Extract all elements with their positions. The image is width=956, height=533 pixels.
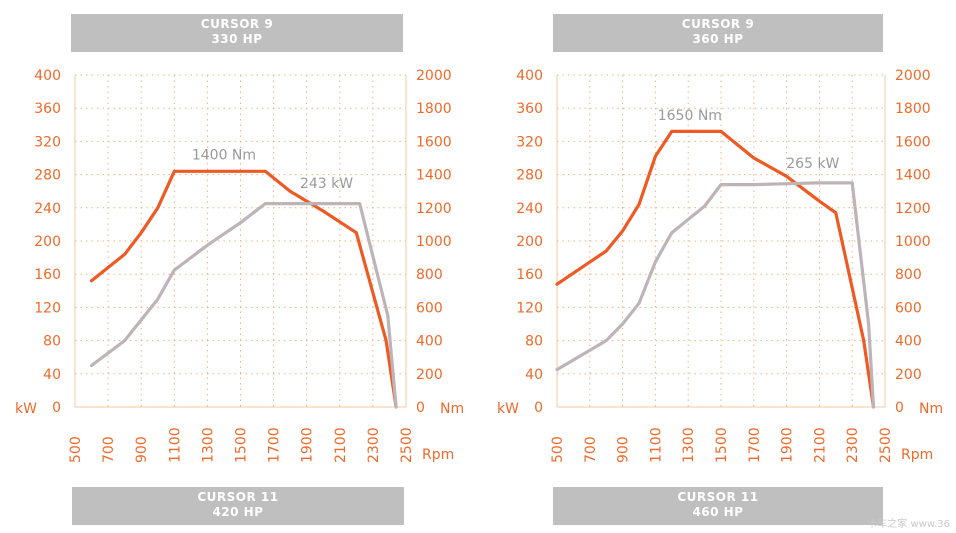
y-right-tick-label: 1200 [895,201,931,217]
y-left-unit-label: kW [15,401,37,417]
y-right-tick-label: 200 [416,367,443,383]
x-tick-label: 1300 [681,427,697,463]
torque-curve [555,129,876,409]
y-right-tick-label: 600 [416,300,443,316]
y-right-tick-label: 1800 [416,101,452,117]
y-left-tick-label: 320 [34,134,61,150]
x-unit-label: Rpm [422,447,454,463]
banner-line2: 460 HP [692,505,744,519]
banner-line2: 330 HP [211,32,263,46]
y-left-tick-label: 0 [534,400,543,416]
y-right-unit-label: Nm [440,401,464,417]
x-tick-label: 2300 [845,427,861,463]
y-right-tick-label: 800 [416,267,443,283]
banner-line1: CURSOR 11 [677,490,759,504]
x-tick-label: 2300 [366,427,382,463]
x-tick-label: 1700 [267,427,283,463]
y-right-tick-label: 400 [416,334,443,350]
x-tick-label: 700 [101,436,117,463]
x-tick-label: 1300 [200,427,216,463]
x-tick-label: 2500 [399,427,415,463]
banner-line2: 360 HP [692,32,744,46]
y-right-tick-label: 1400 [895,168,931,184]
y-left-tick-label: 200 [34,234,61,250]
banner-line1: CURSOR 9 [681,17,755,31]
y-right-tick-label: 0 [416,400,425,416]
y-left-tick-label: 40 [43,367,61,383]
y-left-tick-label: 240 [516,201,543,217]
x-tick-label: 1900 [300,427,316,463]
engine-banner-cursor11-420: CURSOR 11 420 HP [72,487,404,525]
y-right-tick-label: 1800 [895,101,931,117]
x-tick-label: 1500 [714,427,730,463]
y-left-tick-label: 40 [525,367,543,383]
torque-curve [89,169,398,409]
annotation-label: 1650 Nm [658,108,722,124]
x-tick-label: 1100 [167,427,183,463]
annotation-label: 243 kW [300,176,353,192]
x-tick-label: 1900 [780,427,796,463]
x-tick-label: 500 [550,436,566,463]
y-right-tick-label: 2000 [895,68,931,84]
banner-line1: CURSOR 9 [200,17,274,31]
y-right-tick-label: 1000 [416,234,452,250]
x-tick-label: 2500 [878,427,894,463]
y-left-tick-label: 160 [516,267,543,283]
y-right-tick-label: 1600 [895,134,931,150]
watermark: 卡车之家 www.36 [867,519,950,530]
engine-banner-cursor9-330: CURSOR 9 330 HP [71,14,403,52]
engine-banner-cursor11-460: CURSOR 11 460 HP [553,487,883,525]
x-unit-label: Rpm [901,447,933,463]
y-left-tick-label: 360 [516,101,543,117]
y-right-tick-label: 200 [895,367,922,383]
y-left-tick-label: 360 [34,101,61,117]
y-right-unit-label: Nm [919,401,943,417]
y-right-tick-label: 1200 [416,201,452,217]
x-tick-label: 2100 [812,427,828,463]
x-tick-label: 900 [616,436,632,463]
y-right-tick-label: 400 [895,334,922,350]
y-left-tick-label: 0 [52,400,61,416]
y-right-tick-label: 0 [895,400,904,416]
annotation-label: 265 kW [786,156,839,172]
y-left-tick-label: 80 [525,334,543,350]
x-tick-label: 1100 [648,427,664,463]
y-left-tick-label: 120 [34,300,61,316]
x-tick-label: 1700 [747,427,763,463]
x-tick-label: 2100 [333,427,349,463]
y-left-tick-label: 400 [34,68,61,84]
y-left-tick-label: 80 [43,334,61,350]
y-left-tick-label: 200 [516,234,543,250]
y-left-tick-label: 280 [516,168,543,184]
y-left-tick-label: 160 [34,267,61,283]
y-left-tick-label: 240 [34,201,61,217]
y-left-tick-label: 400 [516,68,543,84]
x-tick-label: 500 [68,436,84,463]
y-right-tick-label: 2000 [416,68,452,84]
y-right-tick-label: 1600 [416,134,452,150]
y-left-tick-label: 320 [516,134,543,150]
annotation-label: 1400 Nm [192,148,256,164]
y-right-tick-label: 600 [895,300,922,316]
y-right-tick-label: 1000 [895,234,931,250]
x-tick-label: 900 [134,436,150,463]
x-tick-label: 1500 [234,427,250,463]
y-right-tick-label: 800 [895,267,922,283]
x-tick-label: 700 [583,436,599,463]
y-right-tick-label: 1400 [416,168,452,184]
engine-banner-cursor9-360: CURSOR 9 360 HP [553,14,883,52]
banner-line1: CURSOR 11 [197,490,279,504]
y-left-tick-label: 280 [34,168,61,184]
y-left-tick-label: 120 [516,300,543,316]
power-curve [89,202,398,409]
y-left-unit-label: kW [497,401,519,417]
power-curve [555,181,876,409]
banner-line2: 420 HP [212,505,264,519]
